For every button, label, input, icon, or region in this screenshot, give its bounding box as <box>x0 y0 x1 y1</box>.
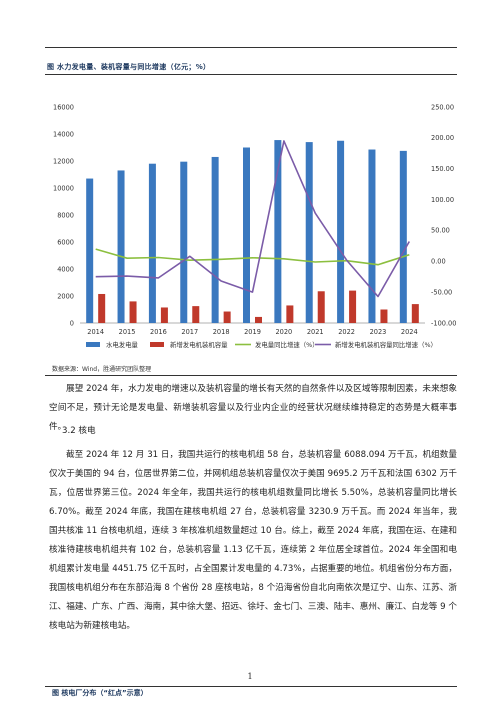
capacity-bar <box>223 311 231 323</box>
y-right-tick-label: 0.00 <box>431 258 446 266</box>
capacity-bar <box>192 306 200 323</box>
generation-bar <box>243 147 250 323</box>
y-left-tick-label: 12000 <box>53 157 74 165</box>
y-right-tick-label: -100.00 <box>431 319 456 327</box>
generation-bar <box>399 150 407 323</box>
capacity-bar <box>380 309 388 323</box>
x-tick-label: 2024 <box>401 328 418 336</box>
generation-bar <box>211 156 219 323</box>
capacity-bar <box>317 291 325 323</box>
top-rule <box>45 47 457 48</box>
capacity-growth-line <box>95 140 410 298</box>
y-right-tick-label: -50.00 <box>431 288 452 296</box>
generation-bar <box>305 142 313 323</box>
capacity-bar <box>255 316 262 323</box>
x-tick-label: 2017 <box>181 328 198 336</box>
generation-bar <box>117 170 125 323</box>
legend-label: 新增发电机装机容量 <box>170 340 228 349</box>
source-rule <box>45 375 457 376</box>
generation-growth-line <box>95 248 410 266</box>
y-right-tick-label: 100.00 <box>431 196 454 204</box>
x-tick-label: 2016 <box>150 328 167 336</box>
generation-bar <box>86 178 94 323</box>
figure2-title: 图 核电厂分布（“红点”示意） <box>52 689 148 697</box>
x-tick-label: 2020 <box>275 328 292 336</box>
capacity-bar <box>98 293 106 323</box>
generation-bar <box>274 140 282 323</box>
y-left-tick-label: 0 <box>70 319 74 327</box>
y-left-tick-label: 6000 <box>57 238 74 246</box>
x-tick-label: 2018 <box>213 328 230 336</box>
y-left-tick-label: 14000 <box>53 130 74 138</box>
generation-bar <box>180 161 188 323</box>
y-right-tick-label: 250.00 <box>431 103 454 111</box>
capacity-bar <box>286 305 294 323</box>
y-left-tick-label: 4000 <box>57 265 74 273</box>
capacity-bar <box>411 304 419 323</box>
page-number: 1 <box>247 672 253 681</box>
legend-label: 新增发电机装机容量同比增速（%） <box>335 340 437 349</box>
source-note: 数据来源：Wind，胜通研究团队整理 <box>52 366 152 373</box>
generation-bar <box>368 149 376 323</box>
legend-label: 水电发电量 <box>106 340 139 349</box>
y-left-tick-label: 2000 <box>57 292 74 300</box>
generation-bar <box>337 140 345 323</box>
figure-title: 图 水力发电量、装机容量与同比增速（亿元；%） <box>47 63 211 71</box>
figure-title-rule <box>45 74 457 75</box>
legend-swatch <box>150 342 164 347</box>
x-tick-label: 2023 <box>370 328 387 336</box>
capacity-bar <box>349 290 357 323</box>
x-tick-label: 2022 <box>338 328 355 336</box>
y-left-tick-label: 8000 <box>57 211 74 219</box>
legend-swatch <box>86 342 100 347</box>
figure2-rule <box>45 686 457 687</box>
x-tick-label: 2014 <box>87 328 104 336</box>
legend-label: 发电量同比增速（%） <box>255 340 319 349</box>
y-right-tick-label: 200.00 <box>431 134 454 142</box>
hydro-chart: 0 2000 4000 6000 8000 10000 12000 14000 16000 -10… <box>53 103 456 349</box>
y-right-tick-label: 50.00 <box>431 227 450 235</box>
capacity-bar <box>160 307 168 323</box>
x-tick-label: 2021 <box>307 328 324 336</box>
y-right-tick-label: 150.00 <box>431 165 454 173</box>
capacity-bar <box>129 301 137 323</box>
section-heading: 3.2 核电 <box>62 426 96 436</box>
generation-bar <box>148 163 156 323</box>
outlook-paragraph: 展望 2024 年，水力发电的增速以及装机容量的增长有天然的自然条件以及区域等限… <box>49 384 457 432</box>
y-left-tick-label: 16000 <box>53 103 74 111</box>
x-tick-label: 2019 <box>244 328 261 336</box>
x-tick-label: 2015 <box>119 328 136 336</box>
nuclear-paragraph: 截至 2024 年 12 月 31 日，我国共运行的核电机组 58 台，总装机容… <box>49 450 457 631</box>
y-left-tick-label: 10000 <box>53 184 74 192</box>
